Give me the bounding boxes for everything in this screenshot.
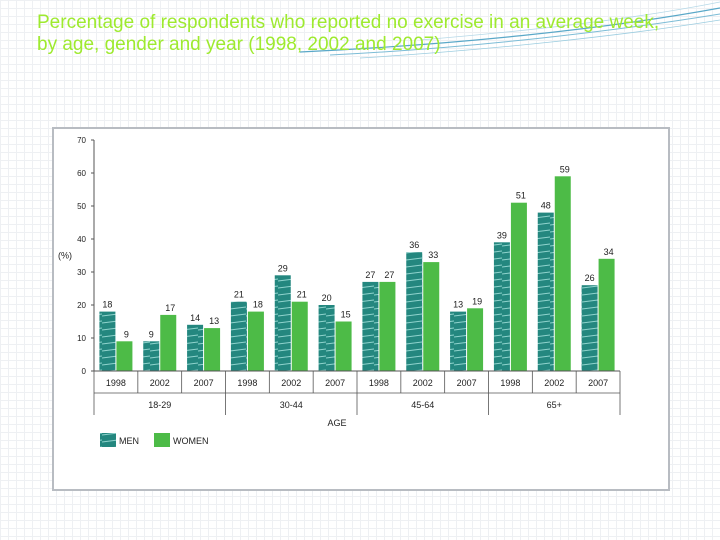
data-label-men: 21 — [234, 290, 244, 300]
legend: MEN WOMEN — [100, 433, 209, 447]
bar-men — [581, 285, 598, 371]
y-tick-label: 40 — [77, 235, 86, 244]
bar-men — [450, 311, 467, 371]
bar-men — [143, 341, 160, 371]
data-label-women: 21 — [297, 290, 307, 300]
y-tick-label: 60 — [77, 169, 86, 178]
bar-women — [247, 311, 264, 371]
x-tick-label: 1998 — [106, 378, 126, 388]
data-label-women: 17 — [165, 303, 175, 313]
x-axis-title: AGE — [327, 418, 346, 428]
y-tick-label: 0 — [82, 367, 87, 376]
y-tick-label: 20 — [77, 301, 86, 310]
bar-women — [554, 176, 571, 371]
bar-men — [230, 301, 247, 371]
bar-women — [510, 202, 527, 371]
bar-men — [99, 311, 116, 371]
x-tick-label: 2007 — [194, 378, 214, 388]
bar-women — [160, 314, 177, 371]
data-label-women: 59 — [560, 164, 570, 174]
legend-swatch-men — [100, 433, 116, 447]
data-label-men: 26 — [585, 273, 595, 283]
x-axis: 1998 2002 2007 1998 2002 2007 1998 2002 2007 1998… — [93, 370, 621, 428]
x-tick-label: 2007 — [325, 378, 345, 388]
data-label-women: 19 — [472, 296, 482, 306]
y-tick-label: 10 — [77, 334, 86, 343]
bar-men — [187, 324, 204, 371]
age-group-label: 65+ — [547, 400, 562, 410]
bar-women — [379, 281, 396, 371]
x-tick-label: 1998 — [369, 378, 389, 388]
data-label-men: 39 — [497, 230, 507, 240]
x-tick-label: 2007 — [588, 378, 608, 388]
data-label-women: 27 — [384, 270, 394, 280]
legend-swatch-women — [154, 433, 170, 447]
data-label-women: 51 — [516, 191, 526, 201]
bar-men — [274, 275, 291, 371]
x-tick-label: 2002 — [544, 378, 564, 388]
y-tick-label: 70 — [77, 136, 86, 145]
bar-women — [116, 341, 133, 371]
data-label-men: 36 — [409, 240, 419, 250]
data-label-women: 9 — [124, 329, 129, 339]
bar-men — [493, 242, 510, 371]
chart-frame: 0 10 20 30 40 50 60 70 (%) 18 9 9 17 14 13 21 18 29 21 20 1… — [52, 127, 670, 491]
bars-group: 18 9 9 17 14 13 21 18 29 21 20 15 27 27 36 33 13 19 39 51 48… — [99, 164, 615, 371]
data-label-women: 34 — [604, 247, 614, 257]
x-tick-label: 2002 — [150, 378, 170, 388]
decorative-swooshes — [299, 1, 720, 59]
legend-label-men: MEN — [119, 436, 139, 446]
data-label-men: 20 — [322, 293, 332, 303]
bar-men — [318, 305, 335, 371]
data-label-men: 14 — [190, 313, 200, 323]
age-group-label: 18-29 — [148, 400, 171, 410]
x-tick-label: 2002 — [413, 378, 433, 388]
bar-women — [423, 262, 440, 371]
data-label-men: 29 — [278, 263, 288, 273]
age-group-label: 45-64 — [411, 400, 434, 410]
bar-men — [362, 281, 379, 371]
y-tick-label: 50 — [77, 202, 86, 211]
bar-women — [335, 321, 352, 371]
x-tick-label: 2002 — [281, 378, 301, 388]
legend-label-women: WOMEN — [173, 436, 209, 446]
x-tick-label: 2007 — [457, 378, 477, 388]
data-label-men: 48 — [541, 201, 551, 211]
data-label-men: 18 — [102, 300, 112, 310]
data-label-men: 27 — [365, 270, 375, 280]
bar-women — [291, 301, 308, 371]
age-group-label: 30-44 — [280, 400, 303, 410]
y-axis: 0 10 20 30 40 50 60 70 (%) — [58, 136, 95, 376]
bar-men — [537, 212, 554, 371]
data-label-women: 15 — [341, 310, 351, 320]
x-tick-label: 1998 — [237, 378, 257, 388]
data-label-women: 18 — [253, 300, 263, 310]
data-label-men: 13 — [453, 300, 463, 310]
data-label-men: 9 — [149, 329, 154, 339]
data-label-women: 13 — [209, 316, 219, 326]
y-axis-label: (%) — [58, 251, 72, 261]
data-label-women: 33 — [428, 250, 438, 260]
bar-women — [467, 308, 484, 371]
y-tick-label: 30 — [77, 268, 86, 277]
bar-women — [598, 258, 615, 371]
slide-title: Percentage of respondents who reported n… — [37, 12, 660, 55]
x-tick-label: 1998 — [500, 378, 520, 388]
bar-women — [204, 328, 221, 371]
bar-men — [406, 252, 423, 371]
